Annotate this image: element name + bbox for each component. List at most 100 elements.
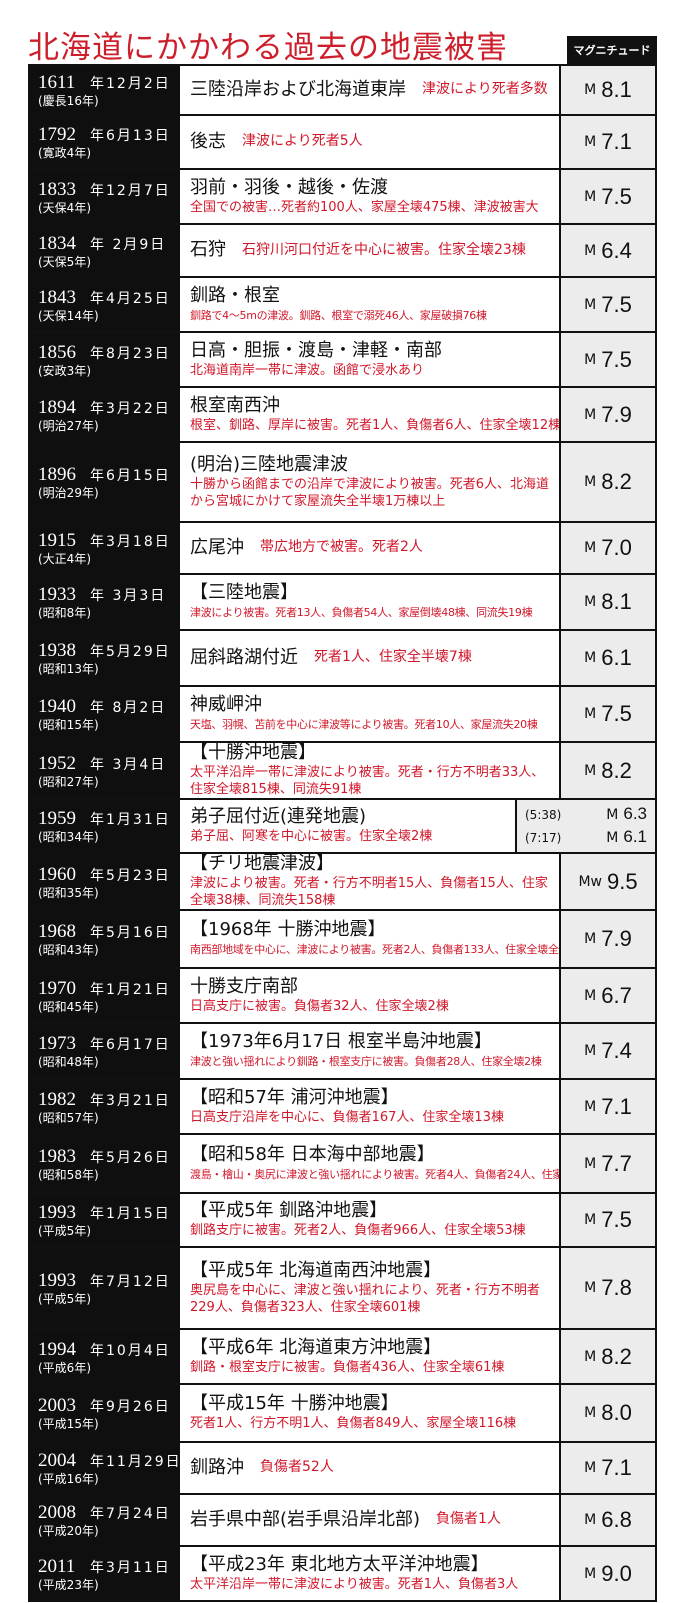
date-month-day: 年10月4日 xyxy=(90,1342,171,1359)
magnitude-unit: M xyxy=(584,351,597,368)
date-month-day: 年4月25日 xyxy=(90,290,171,307)
location-text: 屈斜路湖付近 xyxy=(190,646,298,668)
table-row: 1970 年1月21日 (昭和45年) 十勝支庁南部 日高支庁に被害。負傷者32人、住家… xyxy=(30,969,655,1024)
description-cell: 神威岬沖 天塩、羽幌、苫前を中心に津波等により被害。死者10人、家屋流失20棟 xyxy=(180,687,559,741)
date-cell: 2008 年7月24日 (平成20年) xyxy=(30,1495,180,1545)
damage-text: 南西部地域を中心に、津波により被害。死者2人、負傷者133人、住家全壊全焼27棟 xyxy=(190,943,559,956)
date-era: (明治29年) xyxy=(38,486,99,500)
description-cell: 【平成23年 東北地方太平洋沖地震】 太平洋沿岸一帯に津波により被害。死者1人、負… xyxy=(180,1547,559,1600)
description-cell: 広尾沖 帯広地方で被害。死者2人 xyxy=(180,523,559,573)
location-text: 【1973年6月17日 根室半島沖地震】 xyxy=(190,1031,492,1052)
damage-text: 太平洋沿岸一帯に津波により被害。死者・行方不明者33人、住家全壊815棟、同流失… xyxy=(190,765,545,797)
date-line: 1994 年10月4日 xyxy=(38,1339,174,1361)
magnitude-value: 6.3 xyxy=(623,804,647,823)
magnitude-cell: M 7.5 xyxy=(559,170,655,223)
date-line: 1993 年7月12日 xyxy=(38,1270,174,1292)
magnitude-cell: M 7.1 xyxy=(559,116,655,168)
magnitude-value: 6.1 xyxy=(601,645,632,670)
magnitude-value: 7.5 xyxy=(601,346,632,372)
date-cell: 1970 年1月21日 (昭和45年) xyxy=(30,969,180,1022)
magnitude-value: 7.1 xyxy=(601,1455,632,1480)
magnitude-cell: M 7.5 xyxy=(559,1194,655,1246)
date-year: 1959 xyxy=(38,808,76,829)
table-row: 1993 年1月15日 (平成5年) 【平成5年 釧路沖地震】 釧路支庁に被害。死者2人… xyxy=(30,1194,655,1248)
location-text: 羽前・羽後・越後・佐渡 xyxy=(190,176,388,198)
description-cell: 【十勝沖地震】 太平洋沿岸一帯に津波により被害。死者・行方不明者33人、住家全壊8… xyxy=(180,743,559,798)
date-line: 1983 年5月26日 xyxy=(38,1146,174,1168)
damage-text: 津波と強い揺れにより釧路・根室支庁に被害。負傷者28人、住家全壊2棟 xyxy=(190,1055,542,1068)
date-year: 1970 xyxy=(38,977,76,999)
magnitude-value: 8.1 xyxy=(601,77,632,102)
damage-text: 帯広地方で被害。死者2人 xyxy=(260,539,423,555)
date-cell: 1959 年1月31日 (昭和34年) xyxy=(30,800,180,852)
table-row: 1968 年5月16日 (昭和43年) 【1968年 十勝沖地震】 南西部地域を中心に、… xyxy=(30,911,655,969)
description-cell: 【平成5年 釧路沖地震】 釧路支庁に被害。死者2人、負傷者966人、住家全壊53棟 xyxy=(180,1194,559,1246)
table-row: 1952 年 3月4日 (昭和27年) 【十勝沖地震】 太平洋沿岸一帯に津波により被害。… xyxy=(30,743,655,800)
damage-text: 根室、釧路、厚岸に被害。死者1人、負傷者6人、住家全壊12棟 xyxy=(190,417,559,433)
table-row: 2004 年11月29日 (平成16年) 釧路沖 負傷者52人 M 7.1 xyxy=(30,1443,655,1495)
date-line: 2004 年11月29日 xyxy=(38,1450,180,1472)
magnitude-cell: M 7.7 xyxy=(559,1135,655,1192)
date-era: (平成5年) xyxy=(38,1224,91,1238)
date-year: 1993 xyxy=(38,1270,76,1291)
magnitude-cell: M 7.0 xyxy=(559,523,655,573)
date-cell: 1973 年6月17日 (昭和48年) xyxy=(30,1024,180,1078)
date-line: 1611 年12月2日 xyxy=(38,72,174,94)
date-month-day: 年 3月3日 xyxy=(90,588,167,604)
damage-text: 全国での被害…死者約100人、家屋全壊475棟、津波被害大 xyxy=(190,199,539,215)
magnitude-cell: (5:38) M 6.3 (7:17) M 6.1 xyxy=(515,800,655,852)
date-month-day: 年3月22日 xyxy=(90,400,171,417)
magnitude-value: 7.0 xyxy=(601,535,632,560)
damage-text: 釧路・根室支庁に被害。負傷者436人、住家全壊61棟 xyxy=(190,1359,505,1375)
date-line: 2003 年9月26日 xyxy=(38,1395,174,1417)
date-cell: 1982 年3月21日 (昭和57年) xyxy=(30,1080,180,1133)
description-cell: 石狩 石狩川河口付近を中心に被害。住家全壊23棟 xyxy=(180,225,559,276)
magnitude-unit: M xyxy=(584,987,597,1004)
magnitude-cell: M 8.0 xyxy=(559,1385,655,1441)
date-month-day: 年6月13日 xyxy=(90,128,171,144)
damage-text: 太平洋沿岸一帯に津波により被害。死者1人、負傷者3人 xyxy=(190,1576,519,1592)
description-cell: 【昭和57年 浦河沖地震】 日高支庁沿岸を中心に、負傷者167人、住家全壊13棟 xyxy=(180,1080,559,1133)
magnitude-value: 8.2 xyxy=(601,757,632,783)
magnitude-cell: M 8.1 xyxy=(559,66,655,114)
date-line: 1968 年5月16日 xyxy=(38,921,174,943)
date-line: 1834 年 2月9日 xyxy=(38,233,174,255)
table-row: 1993 年7月12日 (平成5年) 【平成5年 北海道南西沖地震】 奥尻島を中心に、津… xyxy=(30,1248,655,1330)
magnitude-unit: M xyxy=(584,134,597,150)
damage-text: 津波により死者多数 xyxy=(422,81,548,97)
description-cell: 日高・胆振・渡島・津軽・南部 北海道南岸一帯に津波。函館で浸水あり xyxy=(180,333,559,386)
magnitude-unit: M xyxy=(584,706,597,722)
location-text: 【平成5年 釧路沖地震】 xyxy=(190,1200,388,1221)
description-cell: 三陸沿岸および北海道東岸 津波により死者多数 xyxy=(180,66,559,114)
table-row: 1982 年3月21日 (昭和57年) 【昭和57年 浦河沖地震】 日高支庁沿岸を中心に… xyxy=(30,1080,655,1135)
date-year: 1611 xyxy=(38,72,76,93)
table-row: 1896 年6月15日 (明治29年) (明治)三陸地震津波 十勝から函館までの沿岸で津… xyxy=(30,443,655,523)
date-era: (昭和27年) xyxy=(38,774,99,789)
table-row: 1843 年4月25日 (天保14年) 釧路・根室 釧路で4〜5mの津波。釧路、根室で溺… xyxy=(30,278,655,333)
table-row: 1983 年5月26日 (昭和58年) 【昭和58年 日本海中部地震】 渡島・檜山・奥尻… xyxy=(30,1135,655,1194)
magnitude-value: 8.2 xyxy=(601,1343,632,1369)
date-month-day: 年1月21日 xyxy=(90,981,171,998)
date-era: (明治27年) xyxy=(38,418,99,433)
magnitude-cell: M 7.1 xyxy=(559,1080,655,1133)
date-year: 2004 xyxy=(38,1450,76,1471)
date-year: 1843 xyxy=(38,286,76,308)
damage-text: 石狩川河口付近を中心に被害。住家全壊23棟 xyxy=(242,241,526,258)
date-year: 1894 xyxy=(38,396,76,418)
magnitude-unit: M xyxy=(584,406,597,423)
date-month-day: 年7月24日 xyxy=(90,1506,171,1522)
magnitude-cell: M 7.5 xyxy=(559,278,655,331)
description-cell: 十勝支庁南部 日高支庁に被害。負傷者32人、住家全壊2棟 xyxy=(180,969,559,1022)
magnitude-value: 7.7 xyxy=(601,1150,632,1176)
damage-text: 天塩、羽幌、苫前を中心に津波等により被害。死者10人、家屋流失20棟 xyxy=(190,718,538,731)
date-cell: 2003 年9月26日 (平成15年) xyxy=(30,1385,180,1441)
magnitude-value: 6.7 xyxy=(601,982,632,1008)
date-year: 1973 xyxy=(38,1033,76,1054)
date-year: 1833 xyxy=(38,178,76,200)
date-month-day: 年8月23日 xyxy=(90,345,171,362)
magnitude-cell: M 8.2 xyxy=(559,443,655,521)
magnitude-value: 8.1 xyxy=(601,589,632,614)
damage-text: 北海道南岸一帯に津波。函館で浸水あり xyxy=(190,362,425,378)
magnitude-unit: M xyxy=(584,296,597,313)
magnitude-unit: M xyxy=(584,594,597,610)
